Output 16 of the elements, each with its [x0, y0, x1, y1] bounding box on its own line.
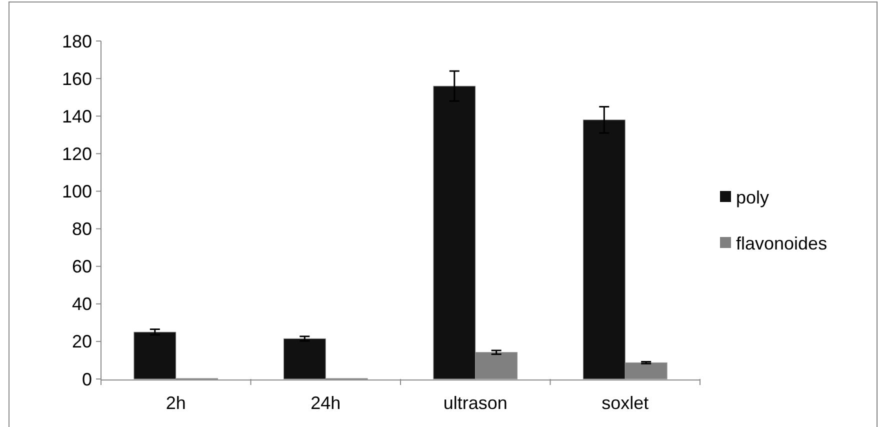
legend-label: flavonoides [736, 233, 828, 254]
x-tick-label: ultrason [443, 393, 508, 413]
legend-label: poly [736, 187, 770, 208]
y-tick-label: 100 [62, 182, 92, 202]
x-tick-label: soxlet [602, 393, 649, 413]
y-tick-label: 80 [72, 219, 92, 240]
x-tick-label: 24h [310, 393, 341, 413]
y-tick-label: 160 [62, 68, 92, 89]
x-tick-label: 2h [166, 393, 186, 413]
y-tick-label: 60 [72, 256, 92, 277]
y-tick-label: 180 [62, 31, 92, 52]
y-tick-label: 20 [72, 332, 92, 352]
y-tick-label: 120 [62, 144, 92, 164]
y-tick-label: 40 [72, 294, 92, 314]
y-tick-label: 0 [82, 369, 92, 390]
y-tick-label: 140 [62, 106, 92, 126]
